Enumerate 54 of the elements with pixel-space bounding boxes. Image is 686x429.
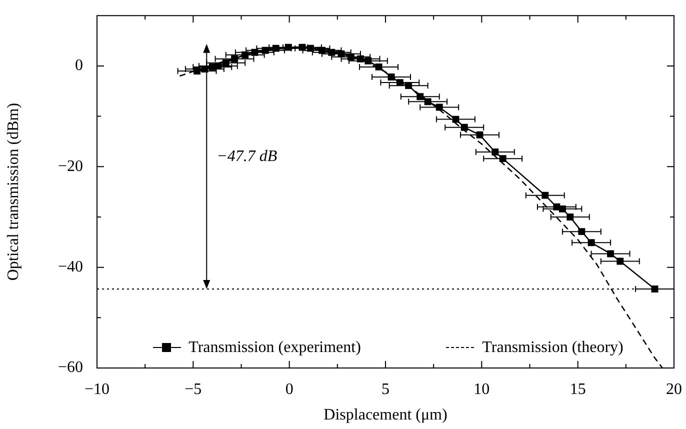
x-tick-label: −10 (84, 380, 110, 398)
point (492, 148, 499, 156)
x-tick-label: −5 (184, 380, 202, 398)
point (588, 239, 595, 246)
legend-label: Transmission (experiment) (188, 339, 361, 357)
y-tick-label: −20 (58, 158, 83, 175)
point (375, 63, 382, 70)
point (424, 98, 432, 106)
x-tick-label: 15 (570, 380, 586, 398)
point (347, 53, 354, 60)
point (328, 48, 336, 56)
legend-label: Transmission (theory) (482, 339, 624, 357)
point (553, 203, 560, 210)
point (396, 79, 404, 86)
x-tick-label: 5 (382, 380, 390, 398)
point (251, 48, 258, 56)
x-tick-label: 10 (474, 380, 490, 398)
point (231, 55, 238, 62)
point (616, 258, 624, 265)
point (222, 59, 230, 66)
point (214, 62, 222, 70)
x-tick-label: 0 (285, 380, 294, 398)
point (499, 155, 506, 162)
point (578, 228, 586, 236)
point (318, 46, 326, 54)
point (476, 131, 484, 138)
point (405, 82, 412, 90)
x-tick-label: 20 (666, 380, 682, 398)
point (566, 213, 574, 220)
point (651, 285, 658, 292)
point (542, 192, 549, 199)
point (436, 104, 443, 111)
point (307, 44, 314, 52)
point (388, 74, 395, 80)
annotation: −47.7 dB (216, 148, 278, 165)
point (607, 250, 614, 258)
y-tick-label: −40 (58, 258, 83, 276)
y-tick-label: 0 (75, 57, 83, 74)
point (338, 50, 345, 58)
point (284, 44, 292, 51)
point (298, 44, 306, 51)
y-tick-label: −60 (58, 359, 83, 376)
point (262, 46, 269, 54)
point (460, 124, 468, 131)
point (272, 44, 280, 52)
point (558, 205, 566, 212)
point (416, 93, 424, 100)
point (242, 51, 249, 58)
point (452, 116, 460, 123)
y-axis-title: Optical transmission (dBm) (4, 102, 22, 281)
point (194, 68, 200, 74)
point (364, 57, 372, 64)
x-axis-title: Displacement (μm) (324, 406, 448, 424)
point (357, 55, 364, 62)
